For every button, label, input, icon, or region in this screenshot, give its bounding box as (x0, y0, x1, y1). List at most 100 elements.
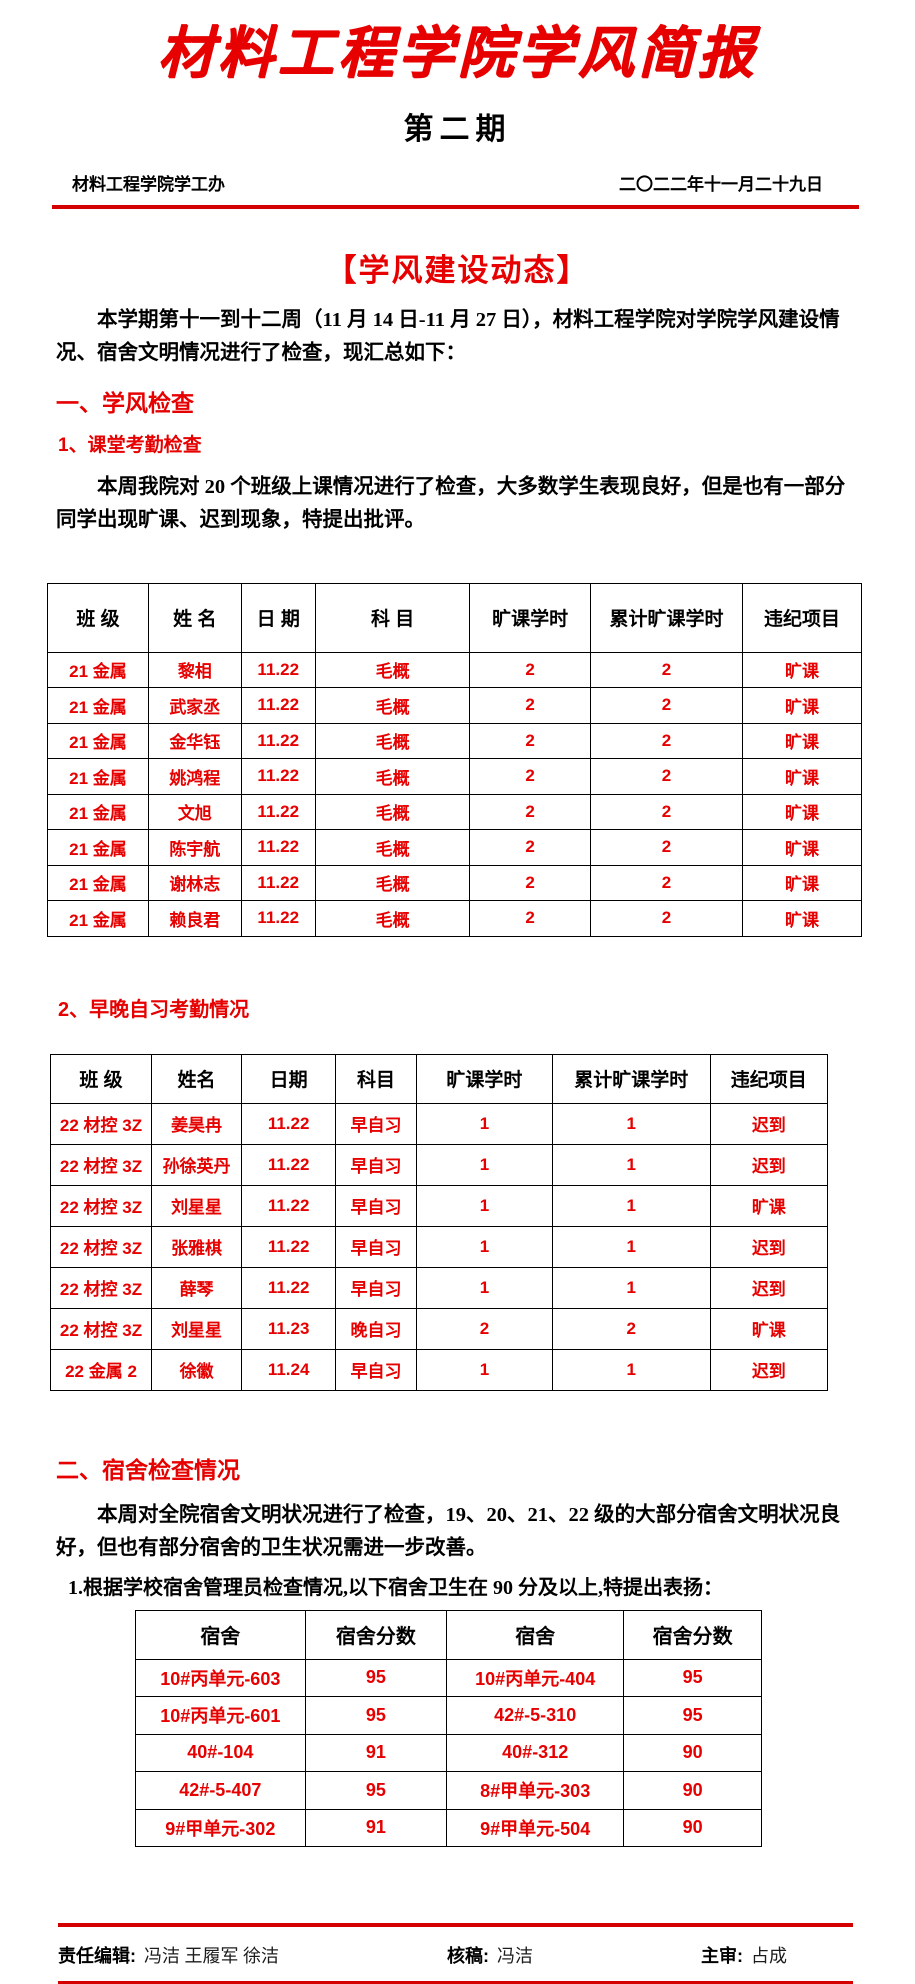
column-header: 班 级 (50, 1053, 152, 1104)
reviewer-label: 核稿: (447, 1945, 489, 1966)
table-cell: 21 金属 (47, 651, 149, 689)
table-cell: 11.22 (240, 829, 316, 866)
table-cell: 陈宇航 (147, 829, 242, 866)
table-cell: 迟到 (709, 1266, 829, 1309)
intro-paragraph: 本学期第十一到十二周（11 月 14 日-11 月 27 日），材料工程学院对学… (56, 308, 840, 364)
editors-label: 责任编辑: (58, 1945, 136, 1966)
table-cell: 张雅棋 (150, 1225, 243, 1268)
table-cell: 1 (415, 1102, 553, 1145)
table-cell: 2 (589, 722, 744, 760)
table-cell: 95 (623, 1696, 762, 1735)
table-row: 22 材控 3Z 张雅棋 11.22 早自习 1 1 迟到 (50, 1225, 829, 1268)
table-cell: 旷课 (742, 687, 862, 724)
table-row: 9#甲单元-302 91 9#甲单元-504 90 (135, 1808, 762, 1848)
table-cell: 姚鸿程 (147, 758, 242, 795)
column-header: 违纪项目 (742, 582, 862, 653)
table-cell: 10#丙单元-603 (135, 1658, 306, 1698)
table-cell: 95 (623, 1658, 762, 1698)
table-cell: 旷课 (742, 722, 862, 760)
table-cell: 谢林志 (147, 864, 242, 902)
chief-name: 占成 (751, 1945, 787, 1966)
table-cell: 2 (589, 900, 744, 937)
table-cell: 11.22 (241, 1143, 337, 1186)
table-cell: 95 (304, 1696, 448, 1735)
column-header: 累计旷课学时 (589, 582, 744, 653)
table-cell: 10#丙单元-601 (135, 1696, 306, 1735)
table-row: 42#-5-407 95 8#甲单元-303 90 (135, 1771, 762, 1810)
table-cell: 21 金属 (47, 793, 149, 831)
table-cell: 黎相 (147, 651, 242, 689)
table-cell: 2 (469, 793, 591, 831)
table-cell: 毛概 (314, 687, 471, 724)
table-cell: 早自习 (335, 1184, 417, 1227)
table-cell: 42#-5-310 (446, 1696, 625, 1735)
footer-top-rule (58, 1923, 853, 1927)
column-header: 宿舍分数 (623, 1609, 762, 1660)
table-cell: 2 (589, 758, 744, 795)
table-cell: 毛概 (314, 758, 471, 795)
table-cell: 11.22 (240, 722, 316, 760)
table-cell: 21 金属 (47, 864, 149, 902)
table-cell: 早自习 (335, 1143, 417, 1186)
heading-classroom-attendance: 1、课堂考勤检查 (58, 434, 202, 456)
table-cell: 1 (551, 1184, 711, 1227)
table-cell: 11.23 (241, 1307, 337, 1350)
table-cell: 薛琴 (150, 1266, 243, 1309)
table-cell: 22 金属 2 (50, 1348, 152, 1391)
table-cell: 2 (469, 722, 591, 760)
table-cell: 早自习 (335, 1225, 417, 1268)
table-cell: 1 (415, 1348, 553, 1391)
table-cell: 11.22 (240, 758, 316, 795)
table-cell: 1 (415, 1143, 553, 1186)
table-cell: 武家丞 (147, 687, 242, 724)
publisher-org: 材料工程学院学工办 (72, 174, 225, 194)
table-cell: 旷课 (709, 1184, 829, 1227)
table-row: 21 金属 谢林志 11.22 毛概 2 2 旷课 (47, 864, 862, 902)
table-cell: 90 (623, 1771, 762, 1810)
table-header-row: 班 级姓 名日 期科 目旷课学时 累计旷课学时 违纪项目 (47, 582, 862, 653)
table-cell: 11.22 (240, 687, 316, 724)
column-header: 姓 名 (147, 582, 242, 653)
table-cell: 迟到 (709, 1348, 829, 1391)
publish-date: 二〇二二年十一月二十九日 (619, 174, 823, 194)
table-cell: 1 (551, 1225, 711, 1268)
table-cell: 2 (589, 651, 744, 689)
column-header: 科 目 (314, 582, 471, 653)
table-cell: 21 金属 (47, 900, 149, 937)
table-cell: 赖良君 (147, 900, 242, 937)
table-cell: 11.22 (241, 1225, 337, 1268)
table-cell: 旷课 (709, 1307, 829, 1350)
column-header: 班 级 (47, 582, 149, 653)
footer-credits-row: 责任编辑: 冯洁 王履军 徐洁 核稿: 冯洁 主审: 占成 (0, 1927, 915, 1981)
table-cell: 1 (551, 1266, 711, 1309)
table-cell: 孙徐英丹 (150, 1143, 243, 1186)
table-cell: 11.22 (240, 900, 316, 937)
table-cell: 1 (415, 1184, 553, 1227)
table-cell: 11.22 (240, 651, 316, 689)
table-cell: 11.22 (241, 1184, 337, 1227)
table-row: 10#丙单元-601 95 42#-5-310 95 (135, 1696, 762, 1735)
table-cell: 旷课 (742, 900, 862, 937)
table-cell: 22 材控 3Z (50, 1225, 152, 1268)
bulletin-title: 材料工程学院学风简报 (157, 20, 758, 86)
table-row: 40#-104 91 40#-312 90 (135, 1733, 762, 1773)
table-cell: 8#甲单元-303 (446, 1771, 625, 1810)
table-cell: 文旭 (147, 793, 242, 831)
masthead-row: 材料工程学院学工办 二〇二二年十一月二十九日 (0, 170, 915, 195)
table-cell: 2 (589, 793, 744, 831)
editors-names: 冯洁 王履军 徐洁 (144, 1945, 279, 1966)
table-cell: 90 (623, 1808, 762, 1848)
table-cell: 2 (469, 829, 591, 866)
table-cell: 22 材控 3Z (50, 1184, 152, 1227)
table-cell: 金华钰 (147, 722, 242, 760)
table-cell: 95 (304, 1771, 448, 1810)
table-cell: 2 (551, 1307, 711, 1350)
table-cell: 2 (469, 651, 591, 689)
issue-number: 第二期 (403, 112, 512, 146)
table-row: 21 金属 黎相 11.22 毛概 2 2 旷课 (47, 651, 862, 689)
table-cell: 早自习 (335, 1348, 417, 1391)
table-cell: 2 (469, 864, 591, 902)
column-header: 旷课学时 (415, 1053, 553, 1104)
table-cell: 早自习 (335, 1102, 417, 1145)
